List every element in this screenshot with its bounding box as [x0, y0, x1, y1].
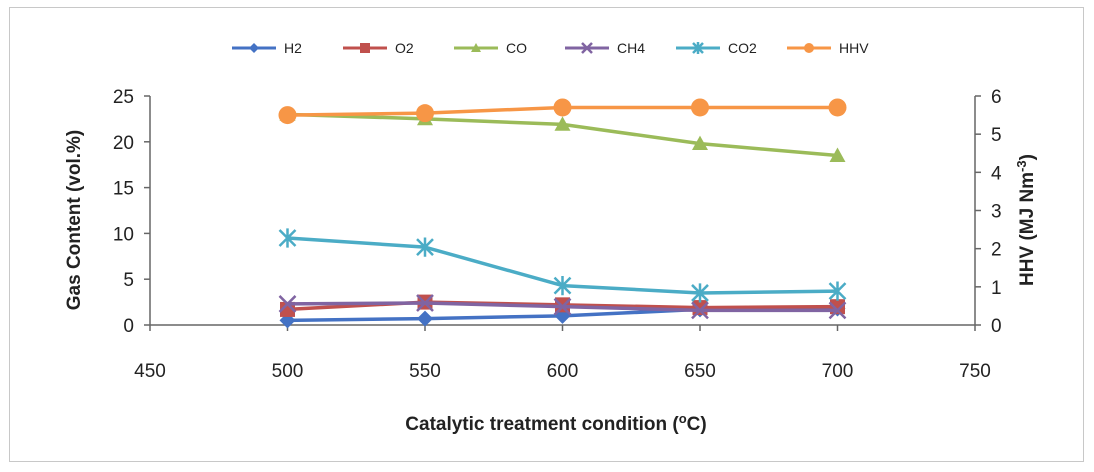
legend-label: H2 [284, 40, 302, 56]
y2-tick-label: 4 [991, 163, 1002, 184]
axes: 450 500 550 600 650 700 750 0 5 10 15 20 25 0 1 2 3 4 5 6 [113, 87, 1002, 382]
y-tick-label: 25 [113, 87, 134, 108]
y2-axis-title-sup: -3 [1014, 160, 1029, 172]
x-tick-label: 450 [134, 361, 166, 382]
data-point-ch4 [691, 301, 709, 320]
data-point-hhv [691, 98, 709, 117]
data-point-hhv [828, 98, 847, 117]
series-hhv [278, 98, 847, 125]
legend-marker [360, 43, 370, 53]
data-point-hhv [416, 104, 434, 123]
x-axis-title-end: C) [687, 414, 707, 435]
legend: H2 O2 CO CH4 CO2 HHV [232, 40, 869, 56]
legend-label: CH4 [617, 40, 645, 56]
y-axis-title: Gas Content (vol.%) [64, 130, 85, 311]
chart-frame: H2 O2 CO CH4 CO2 HHV 450 500 550 600 650 700 750 0 5 1… [9, 7, 1084, 462]
chart-svg: H2 O2 CO CH4 CO2 HHV 450 500 550 600 650 700 750051… [64, 40, 1038, 435]
legend-item-co: CO [454, 40, 527, 56]
series-ch4 [278, 294, 847, 320]
legend-label: CO2 [728, 40, 757, 56]
data-point-o2 [555, 297, 570, 313]
y2-tick-label: 1 [991, 278, 1002, 299]
legend-label: CO [506, 40, 527, 56]
legend-item-o2: O2 [343, 40, 414, 56]
legend-marker [249, 43, 259, 53]
y2-axis-title-main: HHV (MJ Nm [1017, 172, 1038, 286]
y-tick-label: 5 [123, 270, 134, 291]
legend-item-co2: CO2 [676, 40, 757, 56]
data-point-co [829, 147, 846, 162]
data-point-co2 [278, 228, 297, 248]
y-tick-label: 0 [123, 316, 134, 337]
legend-item-ch4: CH4 [565, 40, 645, 56]
data-point-o2 [280, 301, 295, 317]
legend-label: HHV [839, 40, 869, 56]
y2-tick-label: 0 [991, 316, 1002, 337]
y2-tick-label: 6 [991, 87, 1002, 108]
y2-axis-title: HHV (MJ Nm-3) [1014, 154, 1038, 286]
data-point-h2 [417, 310, 433, 327]
legend-marker [804, 43, 814, 53]
y2-tick-label: 3 [991, 202, 1002, 223]
series-co2 [278, 228, 847, 303]
x-tick-label: 500 [272, 361, 304, 382]
x-axis-title-main: Catalytic treatment condition ( [405, 414, 679, 435]
x-tick-label: 700 [822, 361, 854, 382]
x-axis-title: Catalytic treatment condition (oC) [405, 411, 706, 435]
legend-marker [581, 42, 593, 54]
x-tick-label: 650 [684, 361, 716, 382]
data-point-ch4 [553, 297, 572, 316]
y-tick-label: 10 [113, 224, 134, 245]
x-tick-label: 600 [547, 361, 579, 382]
data-point-co2 [828, 281, 847, 301]
data-point-ch4 [828, 301, 847, 320]
y-tick-label: 20 [113, 133, 134, 154]
y2-tick-label: 2 [991, 240, 1002, 261]
legend-marker [692, 42, 704, 54]
x-tick-label: 550 [409, 361, 441, 382]
series-layer [278, 98, 847, 329]
legend-item-hhv: HHV [787, 40, 869, 56]
legend-marker [471, 43, 481, 52]
data-point-co [692, 135, 708, 151]
x-axis-title-sup: o [679, 411, 687, 426]
legend-label: O2 [395, 40, 414, 56]
y-tick-label: 15 [113, 179, 134, 200]
y2-axis-title-end: ) [1017, 154, 1038, 160]
data-point-co2 [416, 237, 434, 257]
y2-tick-label: 5 [991, 125, 1002, 146]
data-point-ch4 [416, 294, 434, 312]
data-point-hhv [278, 106, 297, 125]
x-tick-label: 750 [959, 361, 991, 382]
data-point-co [554, 116, 571, 131]
data-point-ch4 [278, 295, 297, 313]
data-point-hhv [553, 98, 572, 117]
data-point-co2 [553, 276, 572, 296]
legend-item-h2: H2 [232, 40, 302, 56]
data-point-co2 [691, 283, 709, 303]
